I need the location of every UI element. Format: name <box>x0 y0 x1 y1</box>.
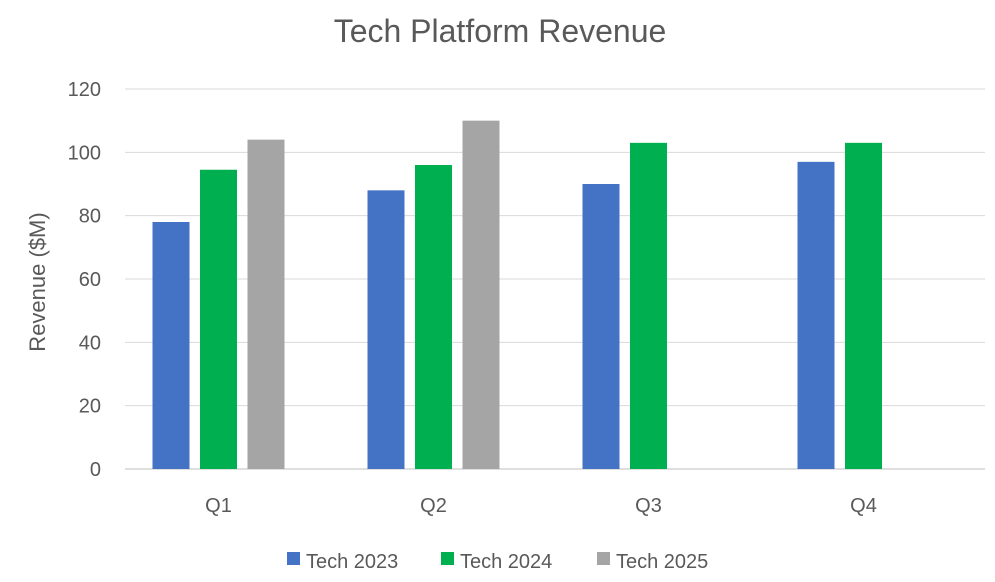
bar-q2-tech-2023 <box>367 190 405 470</box>
bar-q1-tech-2024 <box>200 169 237 469</box>
y-tick-label: 120 <box>68 79 101 101</box>
axis-ticks: 0 20 40 60 80 100 120 Q1 Q2 Q3 Q4 <box>68 79 877 517</box>
legend: Tech 2023 Tech 2024 Tech 2025 <box>287 551 708 573</box>
legend-swatch <box>287 552 300 565</box>
legend-label: Tech 2024 <box>460 551 552 573</box>
x-tick-label: Q2 <box>420 495 447 517</box>
y-tick-label: 20 <box>79 396 101 418</box>
bar-q3-tech-2023 <box>582 184 620 469</box>
y-axis-label: Revenue ($M) <box>25 212 50 351</box>
y-tick-label: 0 <box>90 459 101 481</box>
y-tick-label: 60 <box>79 269 101 291</box>
bar-q2-tech-2025 <box>462 120 500 470</box>
bars <box>152 120 882 470</box>
y-tick-label: 80 <box>79 206 101 228</box>
y-tick-label: 100 <box>68 142 101 164</box>
bar-q3-tech-2024 <box>630 142 667 470</box>
x-tick-label: Q3 <box>635 495 662 517</box>
bar-q2-tech-2024 <box>415 165 452 469</box>
x-tick-label: Q1 <box>205 495 232 517</box>
chart-title: Tech Platform Revenue <box>334 13 667 49</box>
bar-q1-tech-2025 <box>247 139 285 469</box>
x-tick-label: Q4 <box>850 495 877 517</box>
legend-label: Tech 2025 <box>616 551 708 573</box>
legend-swatch <box>441 552 454 565</box>
legend-swatch <box>597 552 610 565</box>
legend-label: Tech 2023 <box>306 551 398 573</box>
bar-q1-tech-2023 <box>152 222 190 469</box>
bar-q4-tech-2024 <box>845 142 882 470</box>
y-tick-label: 40 <box>79 332 101 354</box>
bar-q4-tech-2023 <box>797 161 835 470</box>
